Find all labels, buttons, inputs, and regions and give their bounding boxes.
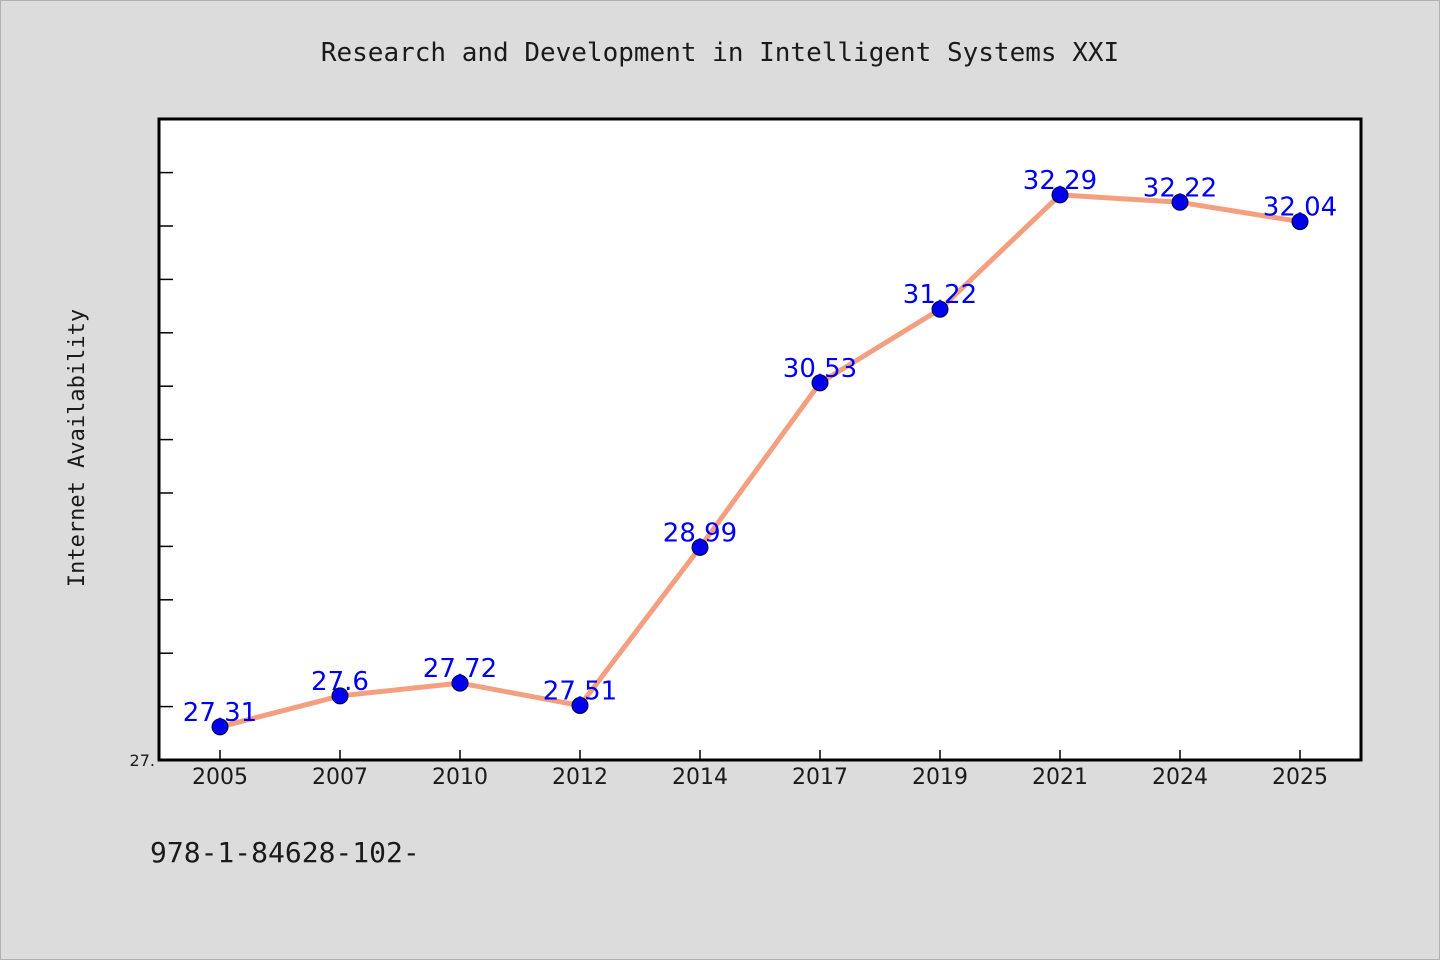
data-label: 31.22 <box>903 280 977 310</box>
x-tick-label: 2025 <box>1272 765 1328 790</box>
data-point <box>331 687 349 705</box>
data-point <box>691 538 709 556</box>
data-point <box>211 718 229 736</box>
data-point <box>1291 213 1309 231</box>
data-label: 27.31 <box>183 698 257 728</box>
data-label: 32.22 <box>1143 173 1217 203</box>
data-point <box>571 697 589 714</box>
x-tick-label: 2010 <box>432 765 488 790</box>
y-axis-label: Internet Availability <box>65 309 90 587</box>
y-tick-label: 27. <box>130 751 155 770</box>
data-label: 27.51 <box>543 677 617 707</box>
data-point <box>1051 186 1069 204</box>
chart-title: Research and Development in Intelligent … <box>321 38 1119 68</box>
data-point <box>451 674 469 692</box>
x-tick-label: 2014 <box>672 765 728 790</box>
x-tick-label: 2019 <box>912 765 968 790</box>
data-point <box>811 374 829 392</box>
data-label: 28.99 <box>663 518 737 548</box>
data-point <box>1171 193 1189 211</box>
x-axis-ticks: 2005 2007 2010 2012 2014 2017 2019 2021 2024 2025 <box>192 750 1328 790</box>
x-tick-label: 2017 <box>792 765 848 790</box>
data-labels: 27.31 27.6 27.72 27.51 28.99 30.53 31.22 32.29 3… <box>183 166 1337 728</box>
x-tick-label: 2021 <box>1032 765 1088 790</box>
x-tick-label: 2007 <box>312 765 368 790</box>
plot-area <box>157 117 1363 762</box>
data-label: 27.6 <box>311 667 369 697</box>
x-tick-label: 2005 <box>192 765 248 790</box>
data-label: 32.29 <box>1023 166 1097 196</box>
x-tick-label: 2012 <box>552 765 608 790</box>
x-tick-label: 2024 <box>1152 765 1208 790</box>
data-label: 32.04 <box>1263 193 1337 223</box>
y-axis-ticks <box>159 118 173 761</box>
footnote: 978-1-84628-102- <box>150 836 420 869</box>
series-line <box>217 192 1303 730</box>
data-label: 30.53 <box>783 354 857 384</box>
series-layer <box>211 186 1309 736</box>
data-point <box>931 300 949 318</box>
data-label: 27.72 <box>423 654 497 684</box>
